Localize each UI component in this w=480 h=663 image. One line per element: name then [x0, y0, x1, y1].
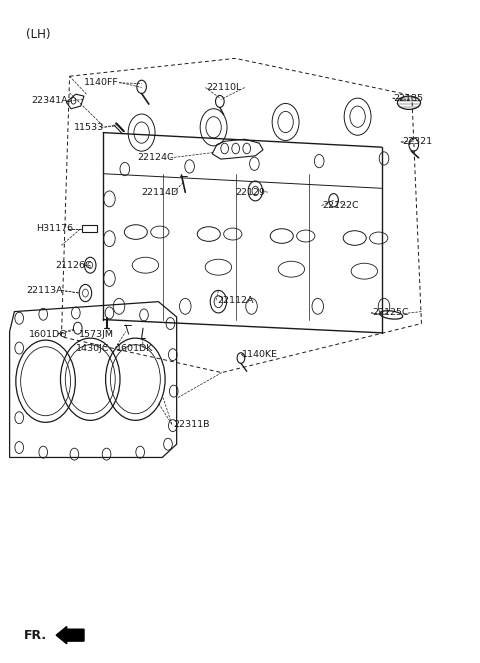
- Text: 1140FF: 1140FF: [84, 78, 119, 88]
- Text: H31176: H31176: [36, 224, 73, 233]
- Text: 22114D: 22114D: [142, 188, 179, 197]
- Text: 22311B: 22311B: [173, 420, 209, 429]
- Text: 1140KE: 1140KE: [242, 349, 278, 359]
- Text: 1601DG: 1601DG: [29, 330, 67, 339]
- Text: 1430JC: 1430JC: [76, 343, 109, 353]
- Text: (LH): (LH): [26, 28, 51, 41]
- Text: 22129: 22129: [235, 188, 265, 197]
- Text: 22135: 22135: [394, 93, 424, 103]
- Text: 22321: 22321: [402, 137, 432, 147]
- Text: 1601DK: 1601DK: [116, 343, 154, 353]
- Text: 22341A: 22341A: [31, 96, 68, 105]
- Text: 1573JM: 1573JM: [79, 330, 114, 339]
- Text: 21126C: 21126C: [55, 261, 92, 270]
- Text: 22122C: 22122C: [323, 201, 359, 210]
- Text: 22124C: 22124C: [137, 153, 173, 162]
- Text: 22110L: 22110L: [206, 83, 241, 92]
- Text: 22125C: 22125C: [372, 308, 408, 318]
- FancyArrow shape: [56, 627, 84, 644]
- Text: FR.: FR.: [24, 629, 47, 642]
- Text: 22112A: 22112A: [217, 296, 253, 305]
- Text: 22113A: 22113A: [26, 286, 63, 295]
- Text: 11533: 11533: [74, 123, 105, 132]
